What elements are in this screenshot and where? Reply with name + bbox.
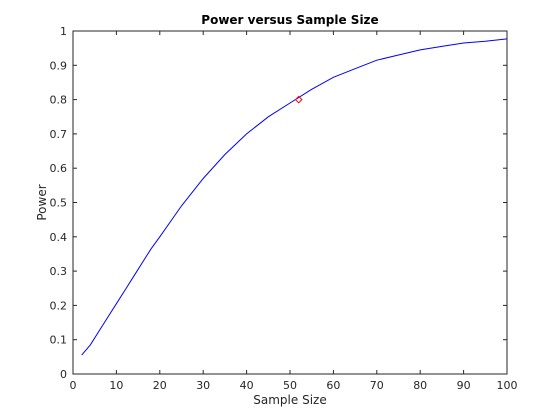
chart-title: Power versus Sample Size xyxy=(201,13,378,27)
y-tick-label: 1 xyxy=(60,25,67,38)
x-tick-label: 30 xyxy=(196,379,210,392)
y-tick-label: 0.6 xyxy=(50,162,68,175)
x-tick-label: 80 xyxy=(413,379,427,392)
y-tick-label: 0.2 xyxy=(50,299,68,312)
y-axis-ticks: 0 0.1 0.2 0.3 0.4 0.5 0.6 0.7 0.8 0.9 1 xyxy=(50,25,507,381)
x-axis-ticks: 0 10 20 30 40 50 60 70 80 90 100 xyxy=(70,31,518,392)
target-power-marker xyxy=(294,95,303,104)
x-axis-label: Sample Size xyxy=(253,393,326,407)
x-tick-label: 20 xyxy=(153,379,167,392)
x-tick-label: 0 xyxy=(70,379,77,392)
y-tick-label: 0 xyxy=(60,368,67,381)
y-tick-label: 0.3 xyxy=(50,265,68,278)
y-tick-label: 0.7 xyxy=(50,128,68,141)
x-tick-label: 100 xyxy=(497,379,518,392)
y-axis-label: Power xyxy=(35,184,49,220)
x-tick-label: 60 xyxy=(326,379,340,392)
x-tick-label: 40 xyxy=(240,379,254,392)
x-tick-label: 70 xyxy=(370,379,384,392)
marker-layer xyxy=(294,95,303,104)
y-tick-label: 0.9 xyxy=(50,59,68,72)
x-tick-label: 90 xyxy=(457,379,471,392)
plot-area xyxy=(72,30,508,375)
y-tick-label: 0.4 xyxy=(50,231,68,244)
y-tick-label: 0.5 xyxy=(50,197,68,210)
series-line-power xyxy=(81,38,508,356)
y-tick-label: 0.1 xyxy=(50,334,68,347)
x-tick-label: 10 xyxy=(109,379,123,392)
x-tick-label: 50 xyxy=(283,379,297,392)
series-layer xyxy=(81,38,508,356)
y-tick-label: 0.8 xyxy=(50,94,68,107)
